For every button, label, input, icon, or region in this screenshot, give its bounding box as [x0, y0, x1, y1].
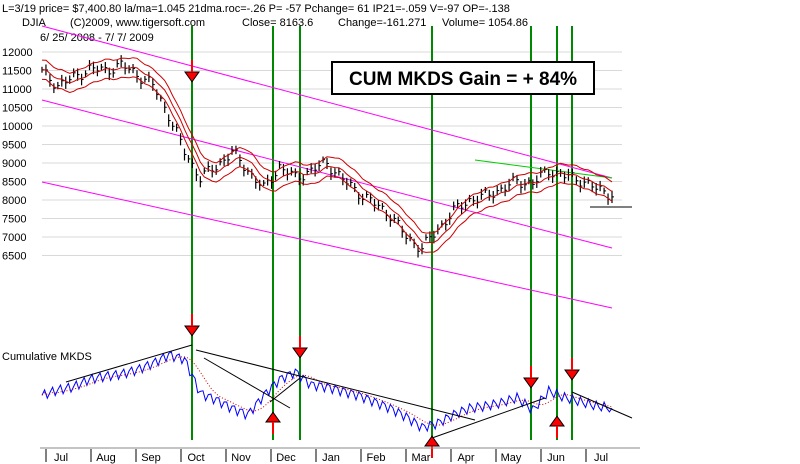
green-trendline — [474, 159, 613, 179]
mkds-trendline — [431, 397, 546, 439]
month-x-axis: Jul Aug Sep Oct Nov Dec Jan Feb Mar Apr May Jun Jul — [40, 447, 640, 464]
y-tick-label: 10000 — [2, 121, 33, 133]
copyright-text: (C)2009, www.tigersoft.com — [70, 17, 205, 29]
y-tick-label: 6500 — [2, 251, 26, 263]
mkds-gain-box-border — [331, 61, 595, 95]
moving-average-band — [41, 76, 613, 253]
mkds-trendline — [65, 344, 193, 383]
y-tick-label: 8000 — [2, 195, 26, 207]
x-tick-label: Jan — [322, 452, 340, 464]
x-tick-label: Nov — [231, 452, 251, 464]
y-tick-label: 8500 — [2, 177, 26, 189]
channel-line — [41, 25, 613, 179]
mkds-trendline — [203, 357, 291, 409]
x-tick-label: Feb — [367, 452, 386, 464]
moving-average-band — [41, 66, 613, 244]
mkds-trendline — [195, 349, 476, 421]
x-tick-label: May — [501, 452, 522, 464]
mkds-panel-title: Cumulative MKDS — [2, 351, 92, 363]
mkds-gain-label: CUM MKDS Gain = + 84% — [349, 69, 577, 90]
x-tick-label: Jul — [54, 452, 68, 464]
y-tick-label: 11000 — [2, 84, 32, 96]
x-tick-label: Mar — [412, 452, 431, 464]
mkds-trendline — [269, 377, 301, 403]
date-range: 6/ 25/ 2008 - 7/ 7/ 2009 — [40, 32, 154, 44]
x-tick-label: Dec — [276, 452, 296, 464]
channel-line — [41, 99, 613, 249]
mkds-gain-box: CUM MKDS Gain = + 84% — [331, 61, 595, 95]
mkds-trendline — [571, 391, 633, 419]
x-tick-label: Apr — [457, 452, 474, 464]
y-tick-label: 7500 — [2, 214, 26, 226]
y-tick-label: 7000 — [2, 232, 26, 244]
change-value: Change=-161.271 — [338, 17, 426, 29]
channel-line — [41, 181, 613, 309]
volume-value: Volume= 1054.86 — [442, 17, 528, 29]
y-tick-label: 10500 — [2, 103, 33, 115]
mkds-panel — [41, 344, 633, 439]
signal-arrows — [184, 60, 580, 458]
header-stats: L=3/19 price= $7,400.80 la/ma=1.045 21dm… — [2, 3, 510, 15]
y-tick-label: 12000 — [2, 47, 33, 59]
close-value: Close= 8163.6 — [242, 17, 313, 29]
x-tick-label: Oct — [187, 452, 204, 464]
x-tick-label: Aug — [96, 452, 116, 464]
mkds-line — [41, 351, 613, 433]
channel-lines — [41, 25, 632, 309]
price-bars — [41, 55, 614, 258]
moving-average-bands — [41, 57, 613, 253]
chart-symbol: DJIA — [22, 17, 47, 29]
y-tick-label: 11500 — [2, 66, 32, 78]
x-tick-label: Sep — [141, 452, 161, 464]
moving-average-band — [41, 57, 613, 234]
price-y-axis: 12000 11500 11000 10500 10000 9500 9000 8500 800… — [2, 47, 622, 263]
y-tick-label: 9500 — [2, 140, 26, 152]
x-tick-label: Jul — [594, 452, 608, 464]
x-tick-label: Jun — [547, 452, 565, 464]
y-tick-label: 9000 — [2, 158, 26, 170]
